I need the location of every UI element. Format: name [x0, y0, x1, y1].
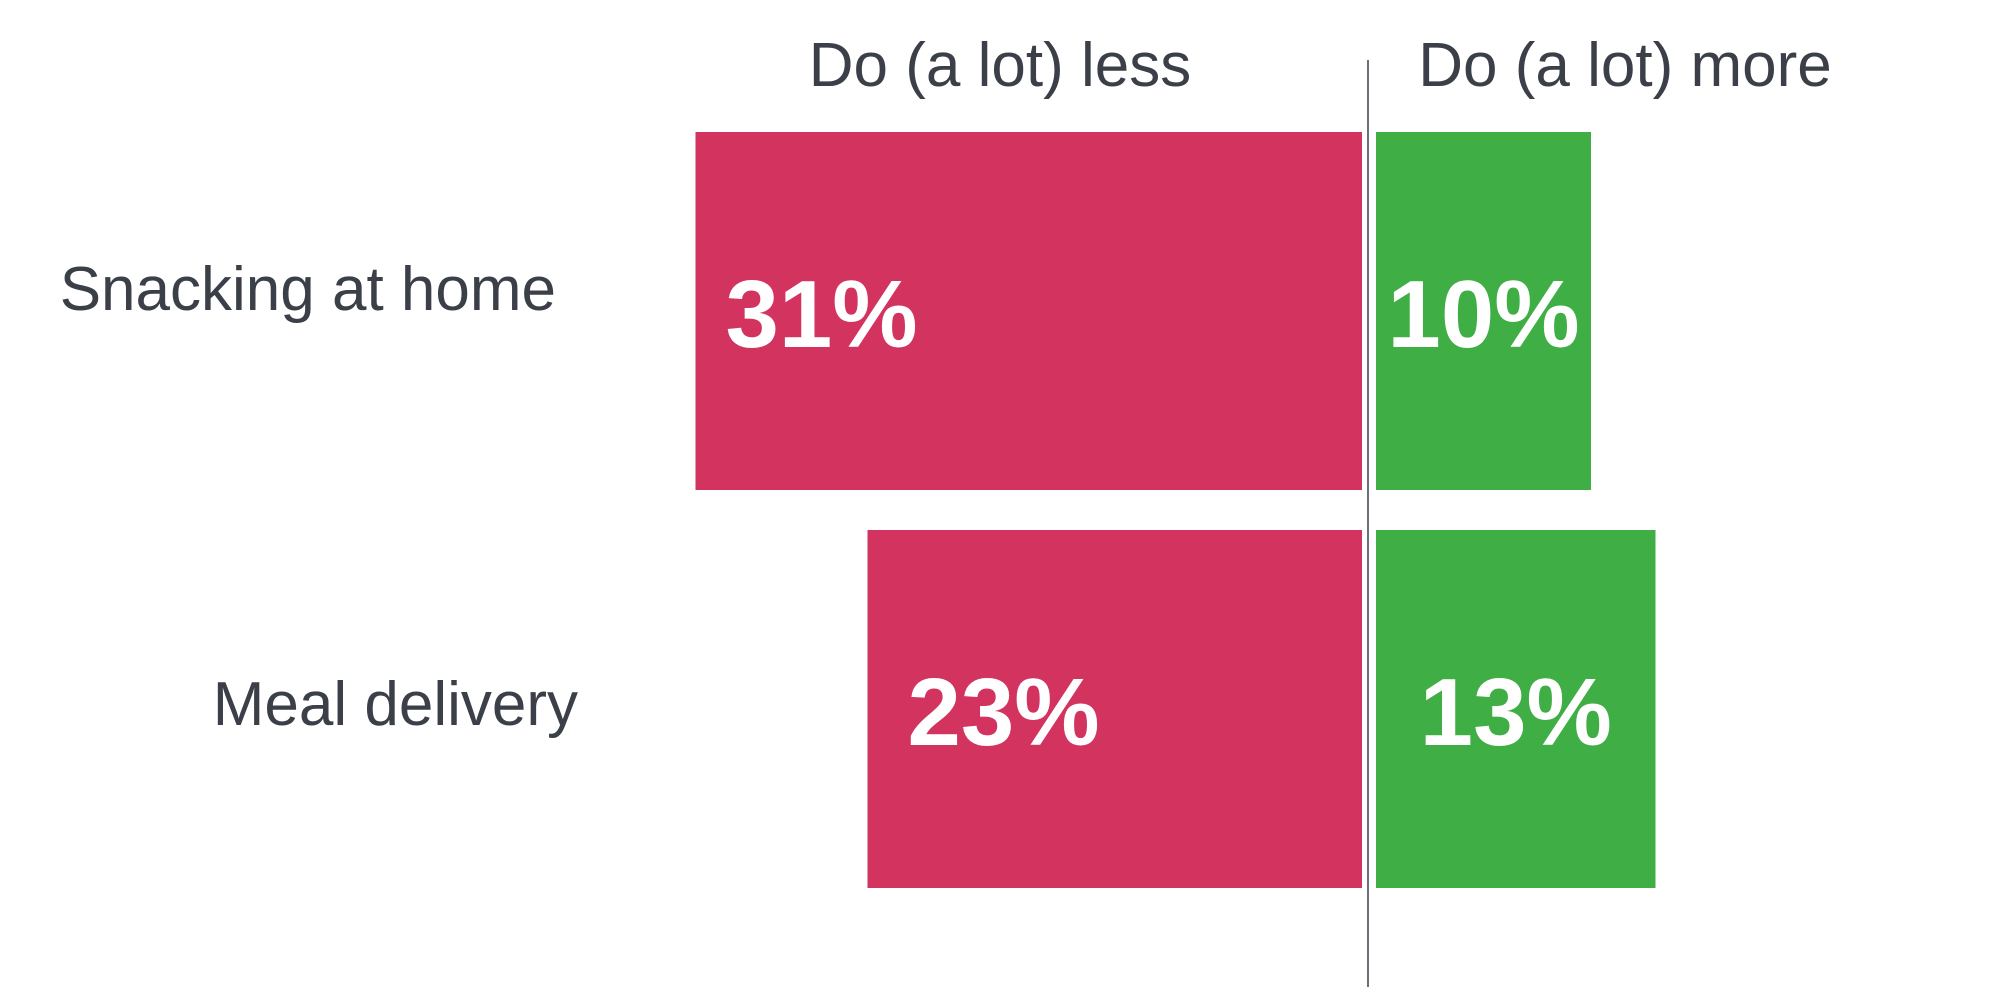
value-label-less-0: 31%	[726, 261, 918, 368]
value-label-less-1: 23%	[908, 659, 1100, 766]
category-labels-group: Snacking at home Meal delivery	[60, 255, 578, 739]
category-label-0: Snacking at home	[60, 255, 556, 324]
value-label-more-1: 13%	[1420, 659, 1612, 766]
category-label-1: Meal delivery	[213, 670, 578, 739]
value-labels-group: 31% 10% 23% 13%	[726, 261, 1612, 766]
header-do-less: Do (a lot) less	[809, 31, 1191, 100]
bar-less-1	[867, 530, 1362, 888]
bars-group	[695, 132, 1656, 888]
header-do-more: Do (a lot) more	[1418, 31, 1831, 100]
value-label-more-0: 10%	[1387, 261, 1579, 368]
bar-more-1	[1376, 530, 1656, 888]
bar-more-0	[1376, 132, 1591, 490]
column-headers: Do (a lot) less Do (a lot) more	[809, 31, 1832, 100]
bar-less-0	[695, 132, 1362, 490]
